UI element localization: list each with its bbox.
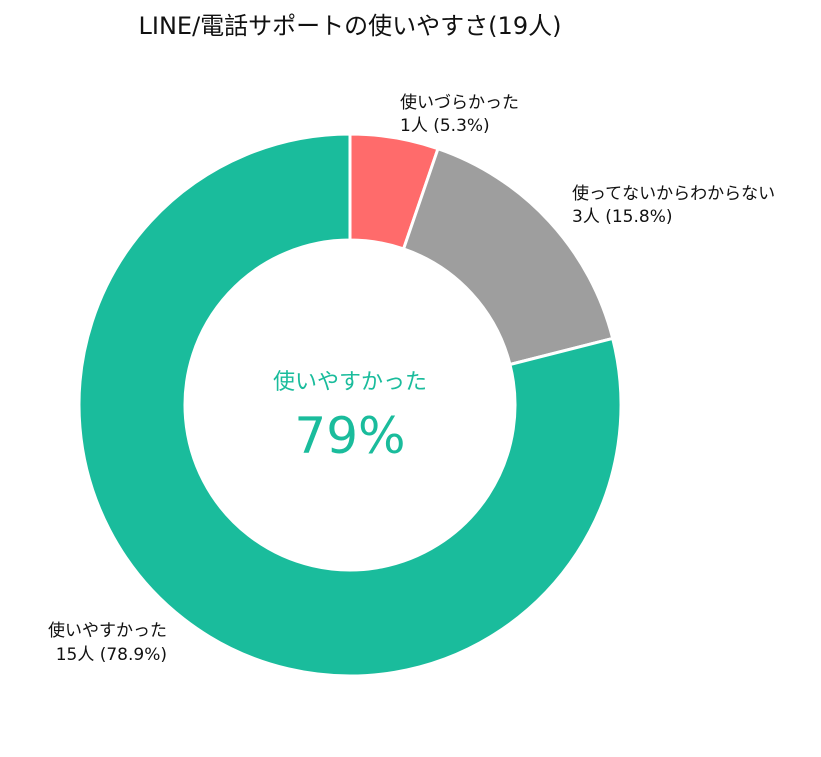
slice-label-difficult-name: 使いづらかった: [400, 92, 519, 113]
slice-1: [401, 146, 615, 367]
slice-2: [77, 132, 623, 678]
center-value: 79%: [294, 407, 405, 465]
slice-label-unused-count: 3人 (15.8%): [572, 207, 673, 227]
slice-label-easy-name: 使いやすかった: [48, 620, 167, 641]
slice-label-unused-name: 使ってないからわからない: [572, 183, 775, 204]
chart-title: LINE/電話サポートの使いやすさ(19人): [139, 12, 562, 40]
donut-slices: [77, 132, 623, 678]
slice-label-easy-count: 15人 (78.9%): [56, 645, 167, 665]
center-label: 使いやすかった: [273, 370, 427, 395]
slice-label-difficult-count: 1人 (5.3%): [400, 116, 490, 136]
